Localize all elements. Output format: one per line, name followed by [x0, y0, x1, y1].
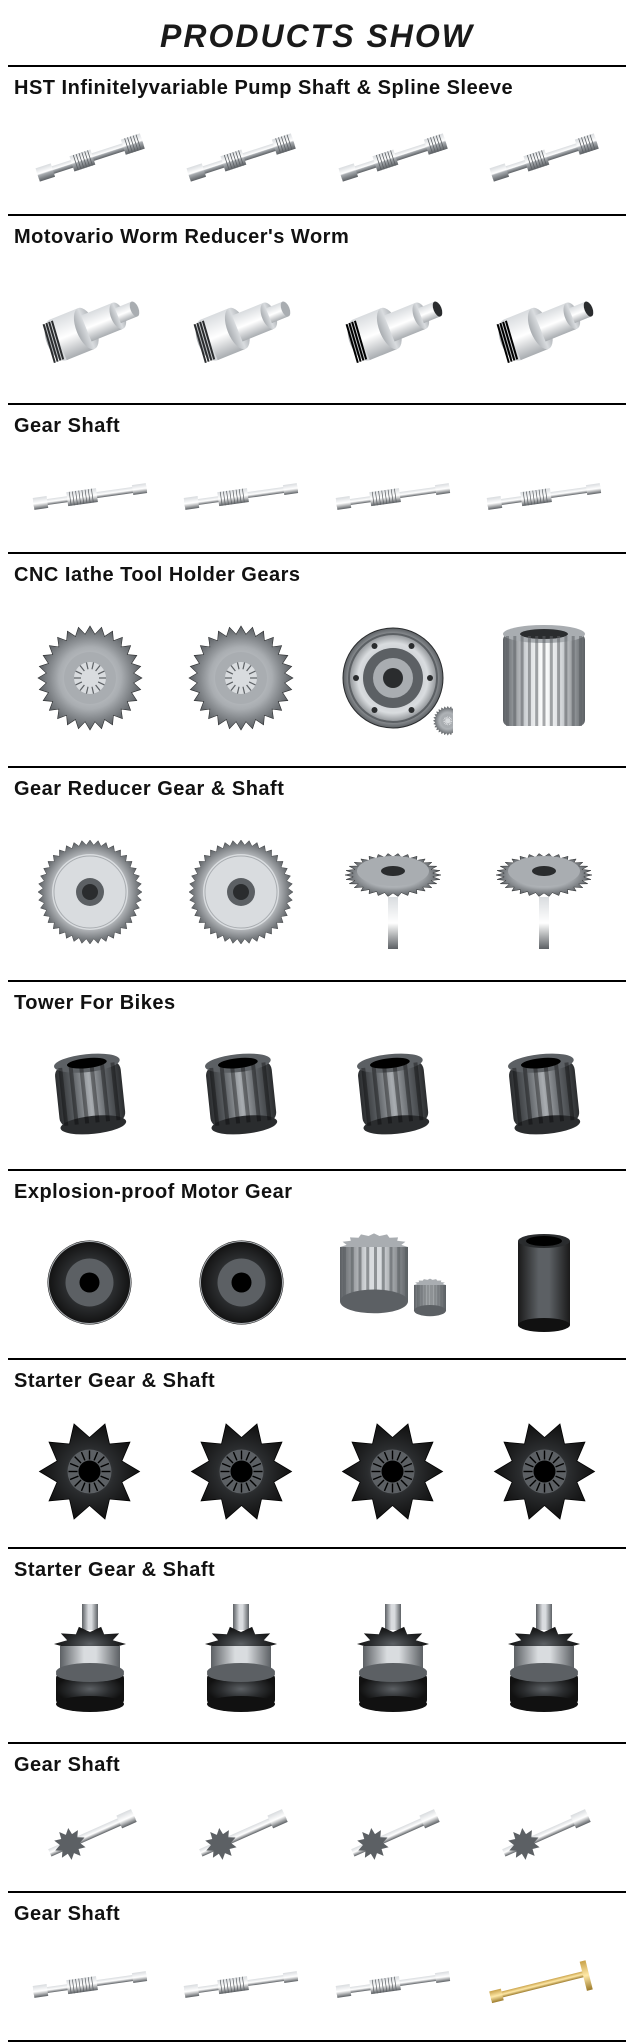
product-bendix [317, 1598, 469, 1728]
product-bendix [14, 1598, 166, 1728]
product-slim-shaft [166, 475, 318, 517]
product-starter-pinion [317, 1414, 469, 1529]
product-row [8, 1588, 626, 1744]
product-helical-gear [14, 832, 166, 952]
product-starter-pinion [166, 1414, 318, 1529]
sections-container: HST Infinitelyvariable Pump Shaft & Spli… [0, 67, 634, 2042]
product-row [8, 1399, 626, 1549]
product-bushing [469, 1227, 621, 1337]
section-title: Explosion-proof Motor Gear [0, 1171, 634, 1210]
product-hub-body [317, 1043, 469, 1143]
product-disc-gear [14, 1235, 166, 1330]
product-hub-body [166, 1043, 318, 1143]
product-slim-shaft [166, 1963, 318, 2005]
product-gear-shaft-small [14, 1795, 166, 1875]
product-slim-shaft [469, 475, 621, 517]
product-row [8, 593, 626, 768]
product-spur-gear [14, 618, 166, 738]
product-slim-shaft [14, 1963, 166, 2005]
product-gear-on-shaft [469, 827, 621, 957]
product-row [8, 807, 626, 982]
page-title: PRODUCTS SHOW [8, 0, 626, 67]
product-slim-shaft [317, 1963, 469, 2005]
section-title: Starter Gear & Shaft [0, 1549, 634, 1588]
section-title: CNC Iathe Tool Holder Gears [0, 554, 634, 593]
product-worm-stub [14, 277, 166, 377]
section-title: Gear Shaft [0, 1744, 634, 1783]
product-shaft-diag [166, 128, 318, 188]
product-row [8, 106, 626, 216]
product-brass-shaft [469, 1959, 621, 2009]
product-gear-shaft-small [469, 1795, 621, 1875]
product-gear-shaft-small [166, 1795, 318, 1875]
product-shaft-diag [14, 128, 166, 188]
product-worm-stub-dark [317, 277, 469, 377]
product-spur-gear [166, 618, 318, 738]
section-title: Gear Shaft [0, 405, 634, 444]
product-slim-shaft [14, 475, 166, 517]
product-row [8, 255, 626, 405]
section-title: Starter Gear & Shaft [0, 1360, 634, 1399]
product-row [8, 444, 626, 554]
product-row [8, 1783, 626, 1893]
product-row [8, 1210, 626, 1360]
section-title: Tower For Bikes [0, 982, 634, 1021]
product-disc-gear [166, 1235, 318, 1330]
product-bendix [166, 1598, 318, 1728]
product-gear-shaft-small [317, 1795, 469, 1875]
product-gear-on-shaft [317, 827, 469, 957]
product-hub-body [469, 1043, 621, 1143]
section-title: Gear Reducer Gear & Shaft [0, 768, 634, 807]
product-shaft-diag [317, 128, 469, 188]
section-title: Motovario Worm Reducer's Worm [0, 216, 634, 255]
product-hub-body [14, 1043, 166, 1143]
product-helical-gear [166, 832, 318, 952]
section-title: HST Infinitelyvariable Pump Shaft & Spli… [0, 67, 634, 106]
product-shaft-diag [469, 128, 621, 188]
product-pinion-pair [317, 1227, 469, 1337]
product-ring-gear [317, 618, 469, 738]
product-worm-stub-dark [469, 277, 621, 377]
product-row [8, 1021, 626, 1171]
product-bendix [469, 1598, 621, 1728]
product-starter-pinion [469, 1414, 621, 1529]
product-worm-stub [166, 277, 318, 377]
product-slim-shaft [317, 475, 469, 517]
product-row [8, 1932, 626, 2042]
section-title: Gear Shaft [0, 1893, 634, 1932]
product-spline-sleeve [469, 618, 621, 738]
product-starter-pinion [14, 1414, 166, 1529]
